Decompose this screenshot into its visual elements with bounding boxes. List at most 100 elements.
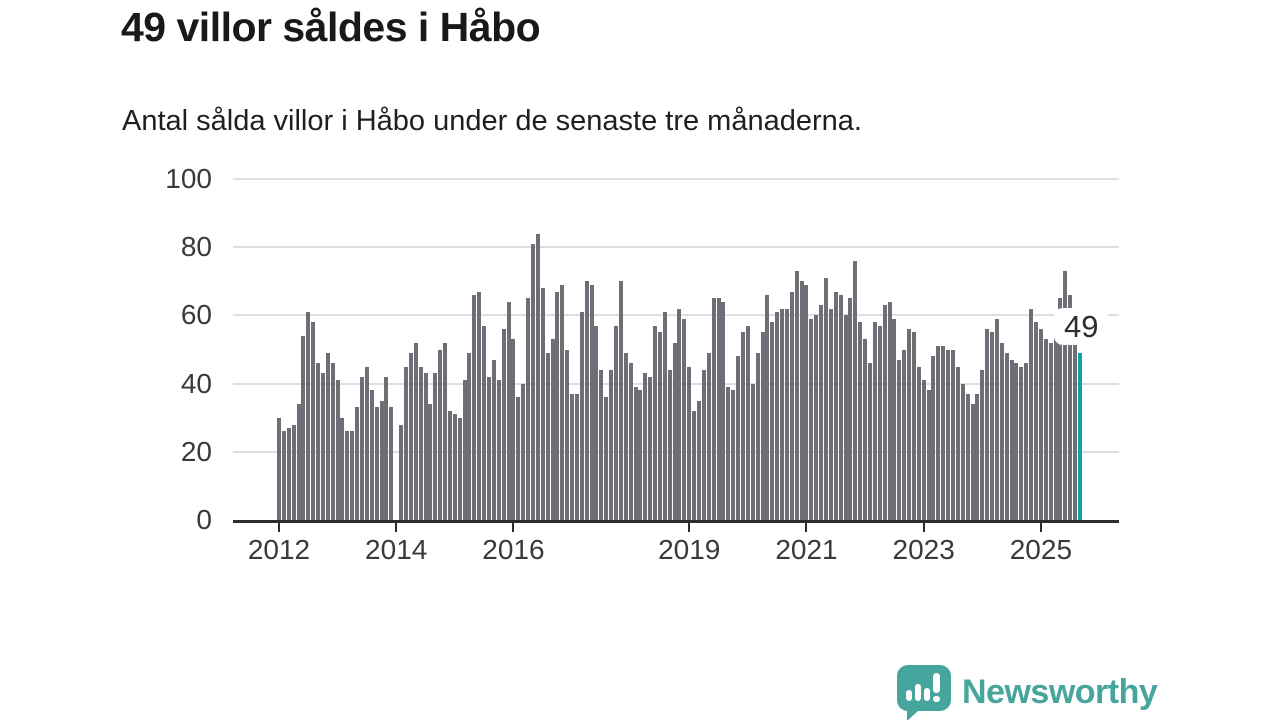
bar: [316, 363, 320, 520]
bar: [1005, 352, 1009, 520]
x-axis-tick-label: 2025: [1009, 534, 1073, 565]
bar: [399, 424, 403, 520]
bar: [682, 318, 686, 520]
bar: [658, 332, 662, 520]
bar: [301, 335, 305, 520]
x-axis-tick-label: 2019: [658, 534, 721, 565]
bar: [966, 393, 970, 520]
bar: [897, 359, 901, 520]
y-axis-tick-label: 40: [180, 367, 212, 399]
bar: [980, 369, 984, 520]
bar: [829, 308, 833, 520]
bar: [282, 431, 286, 520]
bar: [736, 356, 740, 520]
bar: [404, 366, 408, 520]
bar: [487, 376, 491, 520]
y-axis-tick-label: 0: [196, 504, 212, 535]
bar: [428, 404, 432, 520]
bar: [409, 352, 413, 520]
bar: [599, 369, 603, 520]
bar: [472, 294, 476, 520]
bar: [551, 339, 555, 520]
x-axis-tick-label: 2014: [365, 534, 428, 565]
bar: [345, 431, 349, 520]
bar: [1058, 298, 1062, 520]
y-axis-tick-label: 20: [180, 435, 212, 467]
bar: [306, 311, 310, 520]
chart-subtitle: Antal sålda villor i Håbo under de senas…: [122, 105, 862, 137]
bar: [1000, 342, 1004, 520]
bar: [565, 349, 569, 520]
bar: [1010, 359, 1014, 520]
bar: [888, 301, 892, 520]
x-axis-tick-label: 2021: [775, 534, 838, 565]
bar: [971, 404, 975, 520]
bar: [868, 363, 872, 520]
bar: [677, 308, 681, 520]
bar: [804, 284, 808, 520]
bar: [1068, 294, 1072, 520]
bar: [765, 294, 769, 520]
bar: [961, 383, 965, 520]
bar: [741, 332, 745, 520]
brand-logo: Newsworthy: [896, 664, 1158, 720]
page-title: 49 villor såldes i Håbo: [121, 4, 541, 50]
bar: [917, 366, 921, 520]
bar: [507, 301, 511, 520]
grid-line: [233, 246, 1119, 249]
bar: [370, 390, 374, 520]
bar: [1019, 366, 1023, 520]
bar: [287, 427, 291, 520]
bar: [336, 380, 340, 520]
bar: [834, 291, 838, 520]
bar: [692, 410, 696, 520]
bar: [497, 380, 501, 520]
x-axis-tick-label: 2023: [892, 534, 955, 565]
bar: [311, 322, 315, 520]
bar: [761, 332, 765, 520]
bar: [687, 366, 691, 520]
bar: [560, 284, 564, 520]
x-axis-tick: [1039, 523, 1042, 532]
bar: [746, 325, 750, 520]
bar: [521, 383, 525, 520]
bar: [902, 349, 906, 520]
bar: [365, 366, 369, 520]
bar: [873, 322, 877, 520]
bar: [492, 359, 496, 520]
bar: [809, 318, 813, 520]
x-axis-tick: [278, 523, 280, 532]
x-axis-tick-label: 2016: [482, 534, 545, 565]
bar: [609, 369, 613, 520]
x-axis-tick: [805, 523, 808, 532]
bar: [575, 393, 579, 520]
y-axis-tick-label: 60: [180, 299, 212, 331]
bar: [350, 431, 354, 520]
x-axis-tick: [395, 523, 398, 532]
bar: [594, 325, 598, 520]
bar: [912, 332, 916, 520]
bar: [380, 400, 384, 520]
bar: [438, 349, 442, 520]
bar: [624, 352, 628, 520]
x-axis-tick: [922, 523, 925, 532]
bar: [414, 342, 418, 520]
bar: [570, 393, 574, 520]
bar: [619, 281, 623, 520]
bar: [946, 349, 950, 520]
bar: [785, 308, 789, 520]
bar: [663, 311, 667, 520]
value-annotation: 49: [1053, 308, 1109, 345]
bar: [585, 281, 589, 520]
bar: [1014, 363, 1018, 520]
bar: [780, 308, 784, 520]
bar: [277, 417, 281, 520]
bar: [775, 311, 779, 520]
bar: [482, 325, 486, 520]
bar: [555, 291, 559, 520]
newsworthy-chart-bubble-icon: [896, 664, 952, 720]
bar: [546, 352, 550, 520]
bar: [1063, 271, 1067, 520]
bar: [292, 424, 296, 520]
